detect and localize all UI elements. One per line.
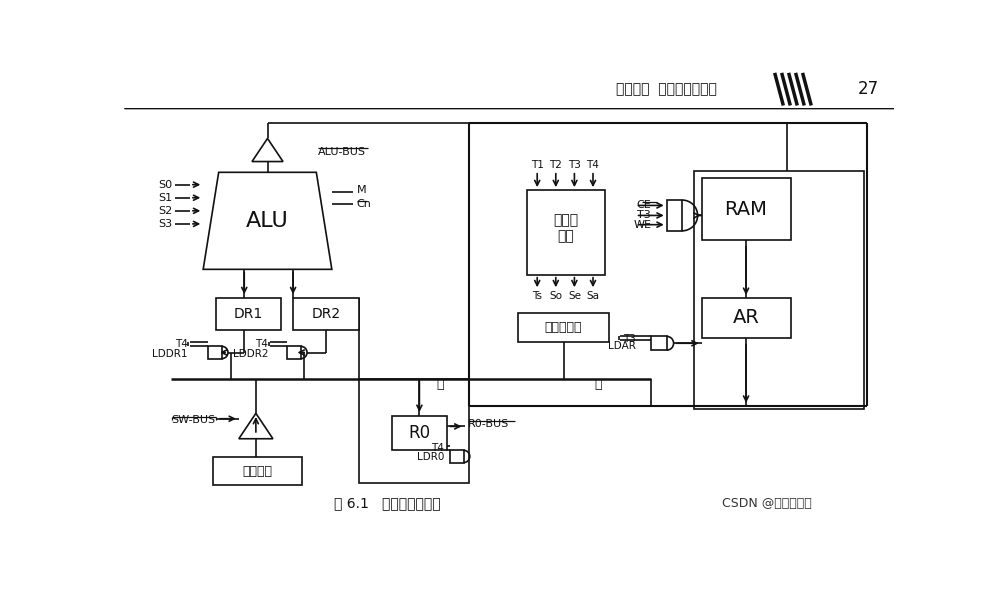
Text: LDR0: LDR0 <box>417 452 444 462</box>
Bar <box>215 298 281 330</box>
Text: S1: S1 <box>158 193 172 203</box>
Text: 线: 线 <box>595 378 602 391</box>
Text: S2: S2 <box>158 206 172 216</box>
Text: 总: 总 <box>437 378 444 391</box>
Bar <box>358 379 469 482</box>
Text: S0: S0 <box>158 180 172 190</box>
Text: LDAR: LDAR <box>608 342 636 352</box>
Text: T4: T4 <box>255 339 268 349</box>
Bar <box>391 416 447 450</box>
Bar <box>287 346 301 359</box>
Text: T3: T3 <box>568 160 581 170</box>
Text: WE: WE <box>634 220 651 230</box>
Text: T2: T2 <box>549 160 562 170</box>
Text: SW-BUS: SW-BUS <box>172 415 215 425</box>
Text: R0-BUS: R0-BUS <box>469 419 509 429</box>
Text: 图 6.1   数据通路总框图: 图 6.1 数据通路总框图 <box>335 497 441 511</box>
Text: 第一部分  实验与课程设计: 第一部分 实验与课程设计 <box>617 82 717 96</box>
Bar <box>517 313 610 342</box>
Text: AR: AR <box>733 309 760 327</box>
Text: 数据开关: 数据开关 <box>242 465 272 478</box>
Text: ALU: ALU <box>246 211 289 231</box>
Text: R0: R0 <box>408 424 430 442</box>
Text: 时序产
生器: 时序产 生器 <box>553 213 579 244</box>
Bar <box>701 178 790 240</box>
Text: T4: T4 <box>587 160 600 170</box>
Text: Sa: Sa <box>587 292 600 302</box>
Text: RAM: RAM <box>725 200 768 219</box>
Bar <box>527 190 605 274</box>
Bar <box>124 71 894 108</box>
Text: 27: 27 <box>858 80 879 98</box>
Text: DR2: DR2 <box>312 307 341 321</box>
Bar <box>666 200 682 231</box>
Text: T3: T3 <box>638 210 651 220</box>
Bar <box>293 298 358 330</box>
Text: DR1: DR1 <box>234 307 263 321</box>
Bar <box>208 346 221 359</box>
Text: M: M <box>356 185 366 195</box>
Polygon shape <box>239 413 273 439</box>
Bar <box>651 336 666 350</box>
Bar <box>694 171 864 409</box>
Text: T4: T4 <box>175 339 188 349</box>
Polygon shape <box>252 138 283 161</box>
Text: T4: T4 <box>431 443 444 453</box>
Text: So: So <box>549 292 562 302</box>
Bar <box>701 298 790 338</box>
Text: T3: T3 <box>623 333 636 343</box>
Text: S3: S3 <box>158 219 172 229</box>
Text: Cn: Cn <box>356 199 371 209</box>
Text: LDDR2: LDDR2 <box>232 349 268 359</box>
Text: T1: T1 <box>531 160 543 170</box>
Text: 数据显示灯: 数据显示灯 <box>545 322 582 335</box>
Polygon shape <box>204 173 332 269</box>
Text: LDDR1: LDDR1 <box>152 349 188 359</box>
Bar <box>213 457 303 485</box>
Text: Se: Se <box>568 292 581 302</box>
Bar <box>450 450 464 462</box>
Text: Ts: Ts <box>532 292 542 302</box>
Text: ALU-BUS: ALU-BUS <box>318 147 365 157</box>
Text: CE: CE <box>637 200 651 210</box>
Text: CSDN @小航同学吖: CSDN @小航同学吖 <box>723 497 812 510</box>
